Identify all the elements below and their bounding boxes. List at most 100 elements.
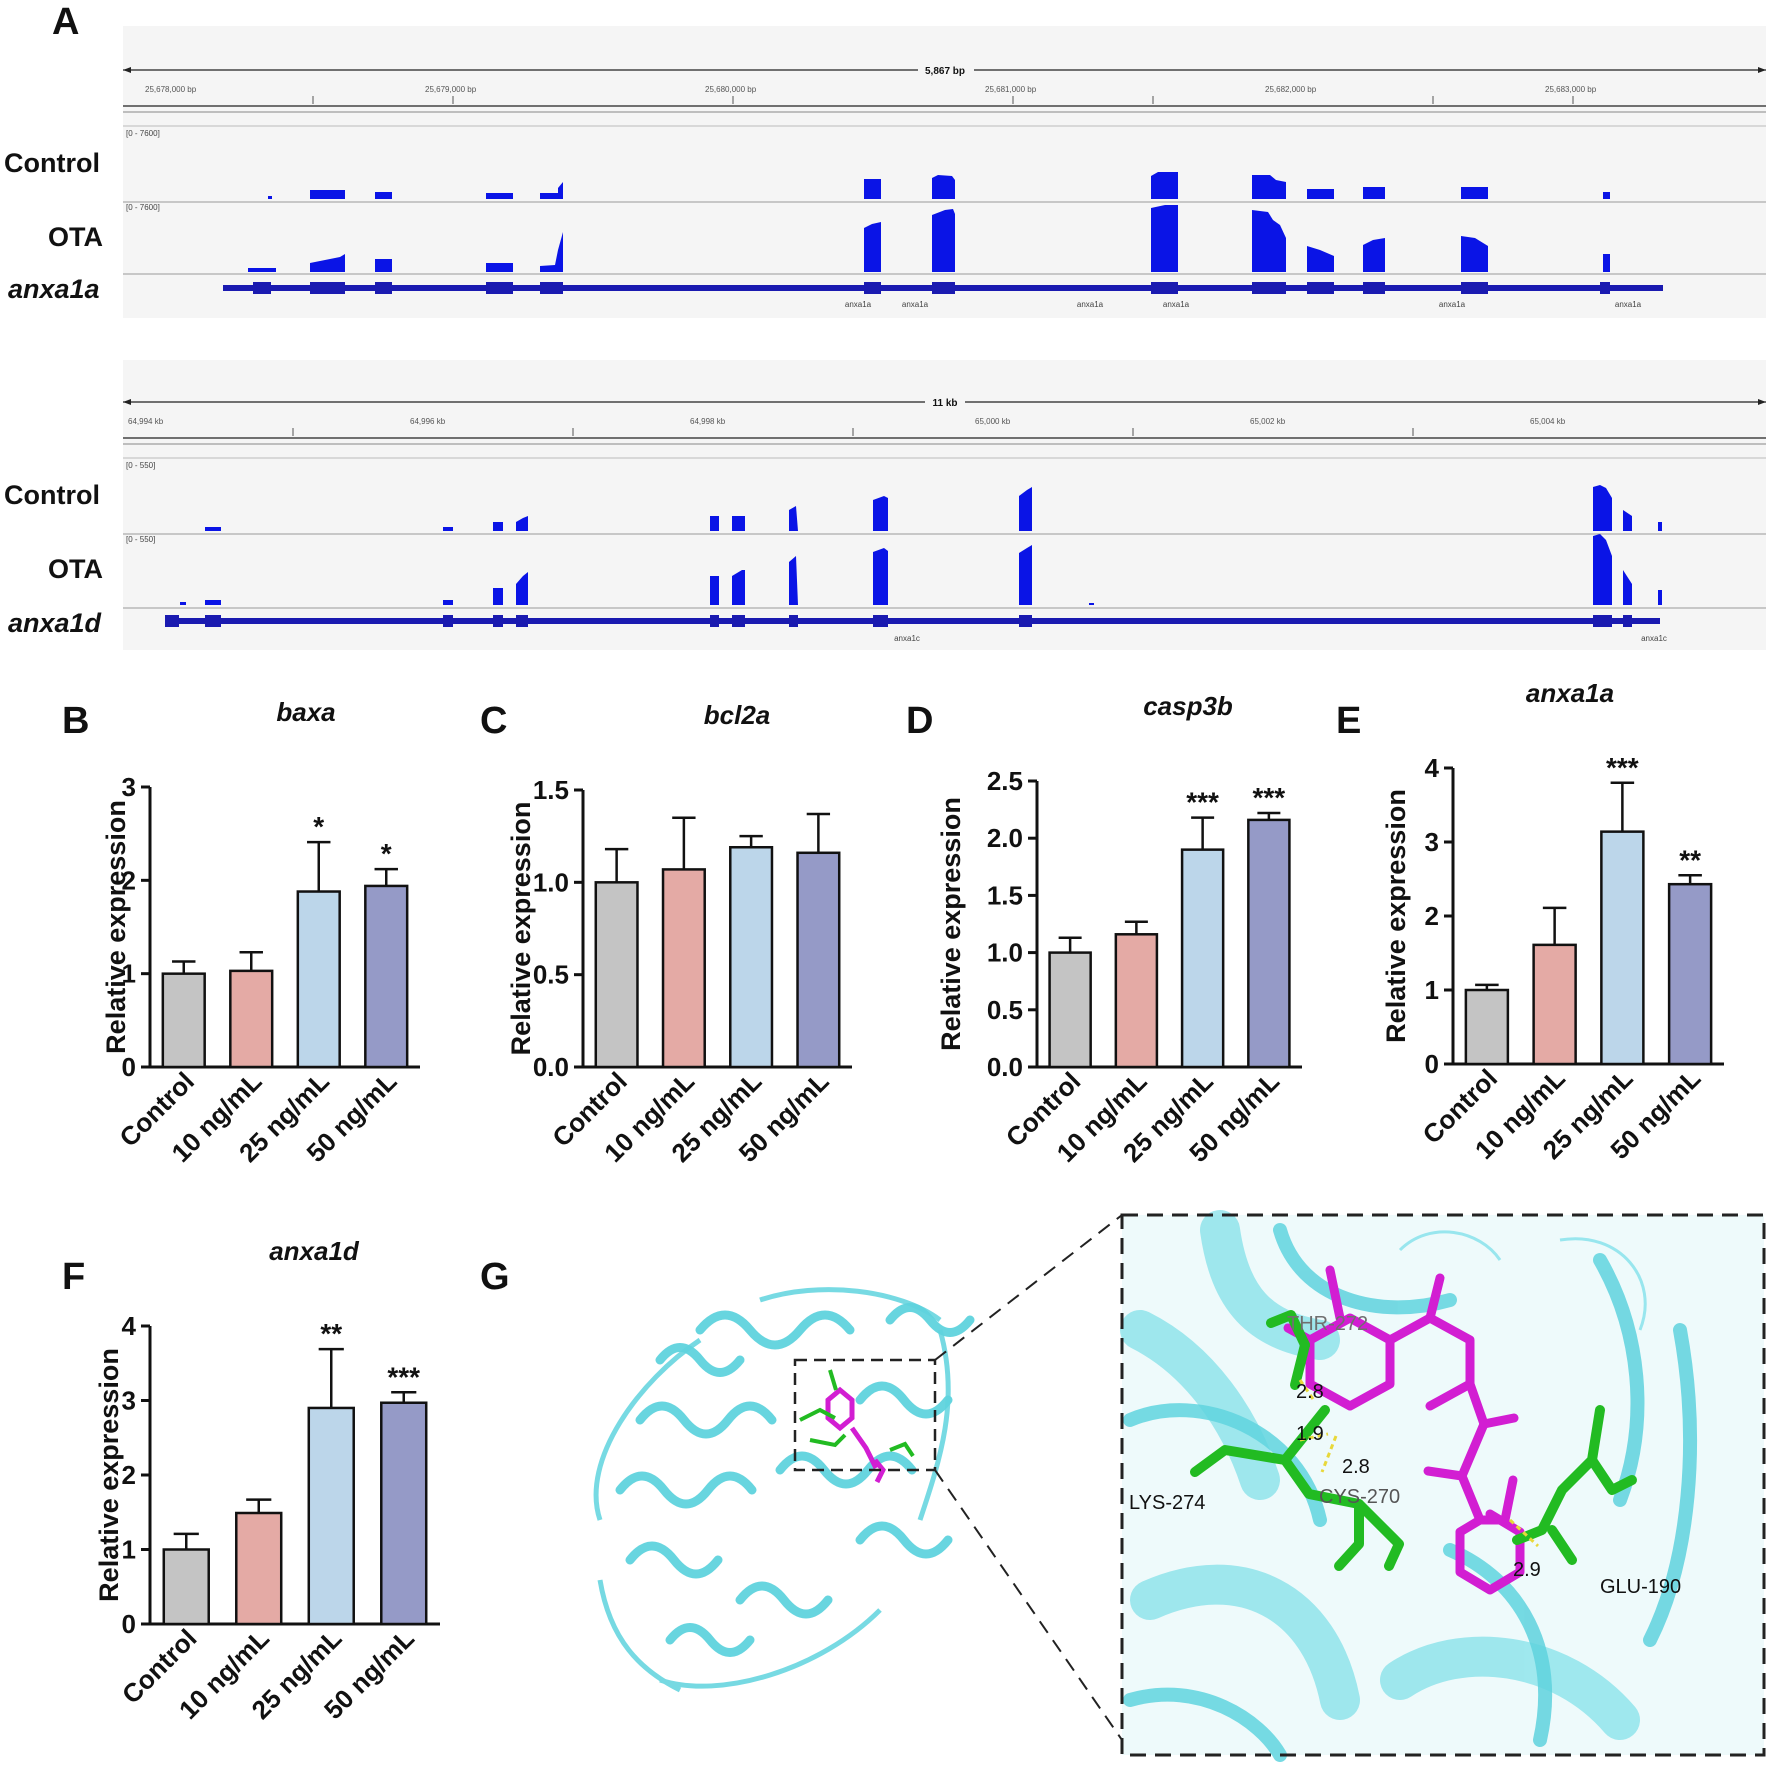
y-tick-label: 1 bbox=[122, 1535, 136, 1565]
distance-label: 2.9 bbox=[1513, 1559, 1541, 1581]
coord-label: 65,004 kb bbox=[1530, 417, 1566, 426]
y-tick-label: 1 bbox=[122, 959, 136, 989]
track-scale: [0 - 7600] bbox=[126, 203, 160, 212]
bar bbox=[1180, 848, 1225, 1069]
genome-browser-anxa1d: 11 kb 64,994 kb 64,996 kb 64,998 kb 65,0… bbox=[4, 360, 1766, 650]
residue-label-thr272: THR-272 bbox=[1287, 1313, 1368, 1335]
bar bbox=[161, 972, 206, 1069]
track-label-control: Control bbox=[4, 480, 100, 510]
bar bbox=[1667, 882, 1713, 1066]
gene-model-anxa1d: anxa1c anxa1c bbox=[165, 615, 1667, 643]
significance-mark: ** bbox=[320, 1318, 342, 1349]
bar bbox=[229, 969, 274, 1069]
y-tick-label: 0 bbox=[1425, 1049, 1439, 1079]
gene-label: anxa1a bbox=[845, 300, 872, 309]
bar bbox=[796, 851, 841, 1069]
coord-label: 64,996 kb bbox=[410, 417, 446, 426]
gene-label: anxa1a bbox=[1077, 300, 1104, 309]
bar bbox=[1247, 818, 1291, 1069]
coord-label: 25,680,000 bp bbox=[705, 85, 757, 94]
y-tick-label: 4 bbox=[1425, 753, 1440, 783]
bar bbox=[307, 1406, 355, 1626]
control-coverage-track bbox=[205, 485, 1662, 531]
coord-label: 25,683,000 bp bbox=[1545, 85, 1597, 94]
panel-label-a: A bbox=[52, 1, 79, 43]
gene-model-anxa1a: anxa1a anxa1a anxa1a anxa1a anxa1a anxa1… bbox=[223, 282, 1663, 309]
panel-label-b: B bbox=[62, 700, 89, 742]
residue-label-glu190: GLU-190 bbox=[1600, 1576, 1681, 1598]
y-tick-label: 2.5 bbox=[987, 766, 1023, 796]
significance-mark: * bbox=[381, 838, 392, 869]
gene-label: anxa1a bbox=[1615, 300, 1642, 309]
significance-mark: *** bbox=[387, 1361, 420, 1392]
chart-title: baxa bbox=[276, 697, 335, 727]
bar bbox=[1464, 988, 1510, 1066]
y-tick-label: 0.0 bbox=[987, 1052, 1023, 1082]
y-axis-label: Relative expression bbox=[101, 800, 131, 1054]
chart-title: anxa1d bbox=[269, 1236, 360, 1266]
y-tick-label: 1.5 bbox=[533, 775, 569, 805]
coord-label: 25,678,000 bp bbox=[145, 85, 197, 94]
ota-coverage-track bbox=[180, 534, 1662, 605]
y-tick-label: 1.0 bbox=[533, 867, 569, 897]
significance-mark: *** bbox=[1606, 752, 1639, 783]
coord-label: 25,679,000 bp bbox=[425, 85, 477, 94]
y-tick-label: 2 bbox=[122, 1460, 136, 1490]
bar-chart-casp3b: casp3b Relative expression 0.0 0.5 1.0 1.5 2.0… bbox=[936, 691, 1302, 1168]
y-axis-label: Relative expression bbox=[506, 802, 536, 1056]
distance-label: 2.8 bbox=[1342, 1456, 1370, 1478]
gene-name-anxa1a: anxa1a bbox=[8, 274, 100, 304]
ota-coverage-track bbox=[248, 205, 1610, 272]
protein-structure-overview bbox=[593, 1214, 1123, 1741]
y-tick-label: 4 bbox=[122, 1311, 137, 1341]
y-tick-label: 3 bbox=[122, 772, 136, 802]
coord-label: 64,998 kb bbox=[690, 417, 726, 426]
y-tick-label: 3 bbox=[1425, 827, 1439, 857]
panel-label-f: F bbox=[62, 1256, 85, 1298]
bar bbox=[1532, 943, 1577, 1066]
residue-label-lys274: LYS-274 bbox=[1129, 1492, 1205, 1514]
gene-label: anxa1c bbox=[894, 634, 920, 643]
bar bbox=[1114, 933, 1159, 1069]
y-tick-label: 2 bbox=[1425, 901, 1439, 931]
bar bbox=[380, 1401, 428, 1626]
y-tick-label: 1.0 bbox=[987, 938, 1023, 968]
bar bbox=[594, 881, 639, 1069]
track-scale: [0 - 7600] bbox=[126, 129, 160, 138]
control-coverage-track bbox=[268, 172, 1610, 199]
coord-label: 25,681,000 bp bbox=[985, 85, 1037, 94]
y-tick-label: 3 bbox=[122, 1386, 136, 1416]
distance-label: 1.9 bbox=[1296, 1423, 1324, 1445]
y-tick-label: 0 bbox=[122, 1609, 136, 1639]
coord-label: 64,994 kb bbox=[128, 417, 164, 426]
gene-label: anxa1c bbox=[1641, 634, 1667, 643]
gene-name-anxa1d: anxa1d bbox=[8, 608, 102, 638]
bar bbox=[1048, 951, 1092, 1069]
bar bbox=[364, 884, 409, 1069]
y-tick-label: 2 bbox=[122, 865, 136, 895]
y-tick-label: 0.5 bbox=[987, 995, 1023, 1025]
panel-label-e: E bbox=[1336, 700, 1361, 742]
bar bbox=[235, 1511, 283, 1626]
y-tick-label: 0.0 bbox=[533, 1052, 569, 1082]
y-tick-label: 1.5 bbox=[987, 880, 1023, 910]
track-label-ota: OTA bbox=[48, 554, 103, 584]
bar bbox=[162, 1548, 210, 1626]
chart-title: casp3b bbox=[1143, 691, 1233, 721]
track-label-ota: OTA bbox=[48, 222, 103, 252]
y-tick-label: 1 bbox=[1425, 975, 1439, 1005]
chart-title: anxa1a bbox=[1526, 678, 1614, 708]
track-label-control: Control bbox=[4, 148, 100, 178]
chart-title: bcl2a bbox=[704, 700, 771, 730]
coord-label: 65,002 kb bbox=[1250, 417, 1286, 426]
panel-label-d: D bbox=[906, 700, 933, 742]
y-tick-label: 0.5 bbox=[533, 960, 569, 990]
gene-label: anxa1a bbox=[1439, 300, 1466, 309]
significance-mark: * bbox=[313, 811, 324, 842]
y-axis-label: Relative expression bbox=[936, 797, 966, 1051]
